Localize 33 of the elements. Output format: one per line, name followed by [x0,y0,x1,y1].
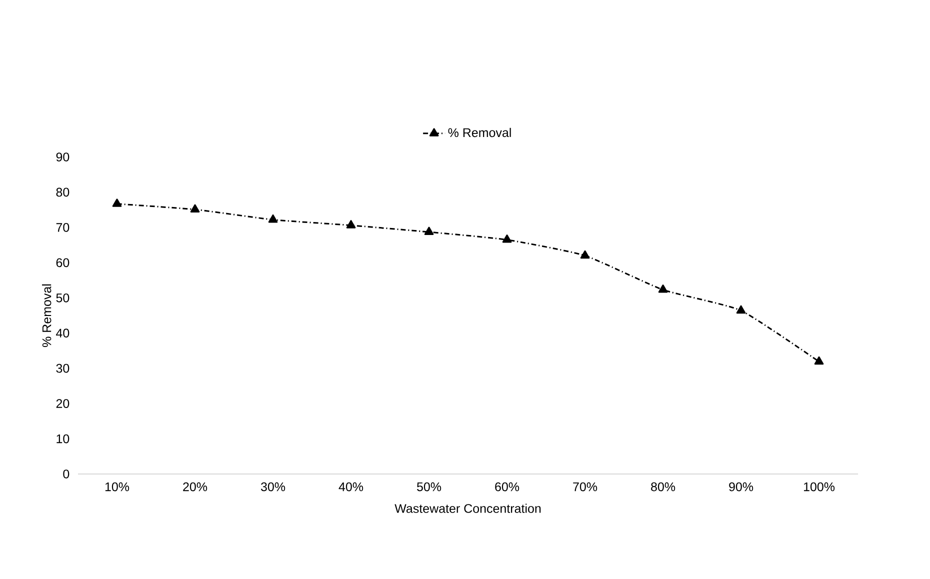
x-tick-label: 30% [260,482,286,492]
y-tick-label: 90 [56,152,70,162]
point [736,305,746,314]
point [814,356,824,365]
y-tick-label: 60 [56,258,70,268]
y-axis-title: % Removal [42,284,52,348]
y-tick-label: 80 [56,188,70,197]
y-tick-label: 30 [56,364,70,373]
x-tick-label: 10% [105,482,130,492]
point [346,220,356,228]
y-tick-label: 40 [56,328,70,338]
x-tick-label: 90% [729,482,754,492]
point [112,198,122,207]
point [580,250,590,259]
x-axis-title: Wastewater Concentration [394,504,541,513]
y-tick-label: 50 [56,293,70,302]
point [268,214,278,223]
x-tick-label: 50% [417,482,442,492]
x-tick-label: 100% [804,482,835,492]
point [190,204,200,212]
x-tick-label: 40% [338,482,364,492]
x-tick-label: 70% [573,482,598,492]
x-tick-label: 60% [495,482,520,492]
point [424,226,434,236]
point [502,234,512,243]
x-tick-label: 20% [183,482,208,492]
y-tick-label: 20 [56,399,70,408]
point [658,284,668,293]
y-tick-label: 70 [56,223,70,232]
legend-label: % Removal [448,128,511,138]
y-tick-label: 10 [56,434,70,444]
x-tick-label: 80% [651,482,676,492]
y-tick-label: 0 [63,470,70,478]
